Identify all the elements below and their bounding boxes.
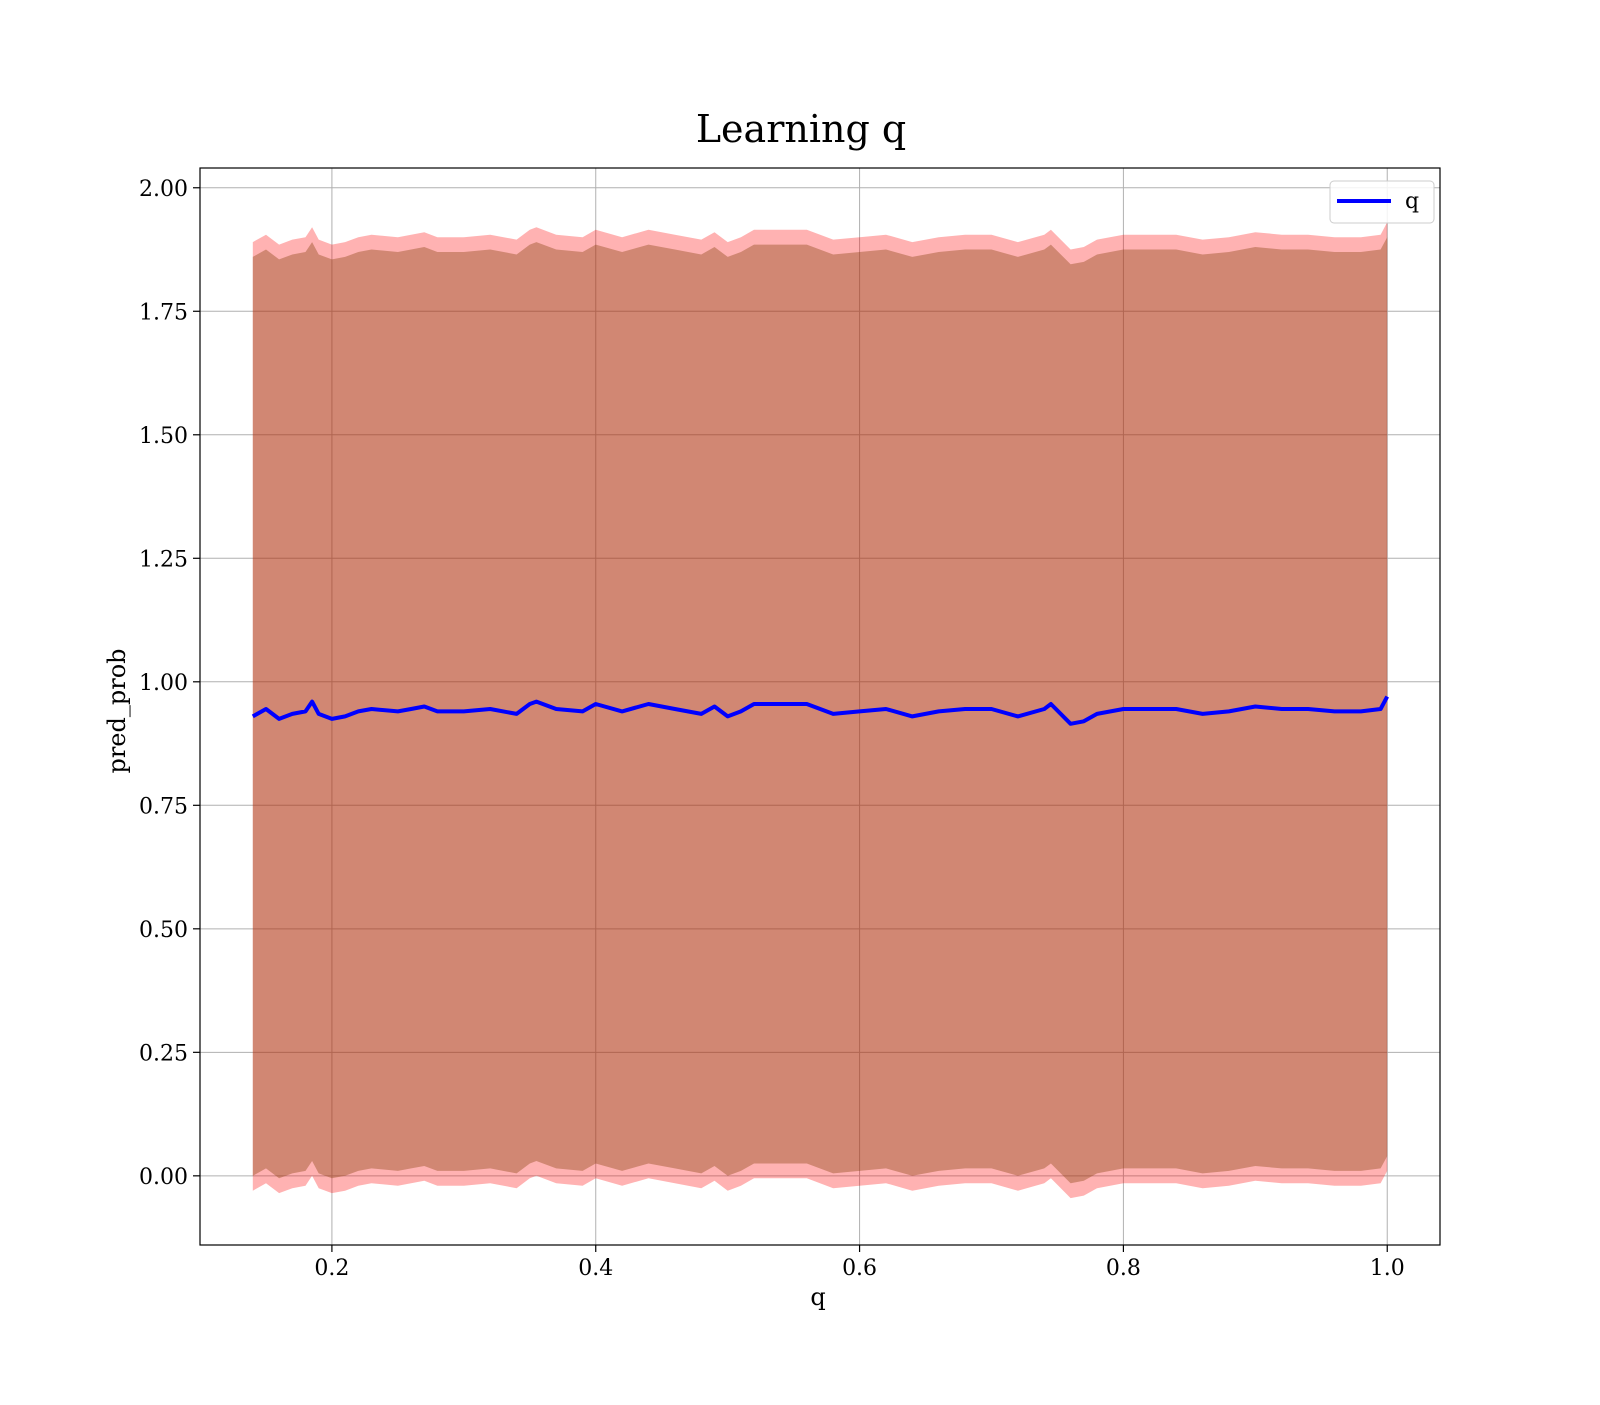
- x-tick-label: 1.0: [1370, 1256, 1405, 1281]
- x-tick-label: 0.6: [842, 1256, 877, 1281]
- series-line-q: [251, 695, 1389, 726]
- x-tick-label: 0.2: [314, 1256, 349, 1281]
- y-tick-label: 0.50: [139, 918, 188, 943]
- legend-label: q: [1405, 189, 1419, 214]
- x-axis-label: q: [810, 1283, 825, 1311]
- y-axis-label: pred_prob: [103, 648, 131, 773]
- y-tick-label: 1.75: [139, 300, 188, 325]
- legend: q: [1329, 180, 1435, 224]
- y-tick-label: 0.75: [139, 794, 188, 819]
- y-tick-label: 2.00: [139, 177, 188, 202]
- y-tick-label: 1.25: [139, 547, 188, 572]
- chart-title: Learning q: [696, 107, 906, 151]
- plot-frame: [199, 167, 1441, 1246]
- x-tick-label: 0.8: [1106, 1256, 1141, 1281]
- x-tick-label: 0.4: [578, 1256, 613, 1281]
- y-tick-label: 1.00: [139, 671, 188, 696]
- y-tick-label: 0.00: [139, 1165, 188, 1190]
- y-tick-label: 0.25: [139, 1041, 188, 1066]
- y-tick-label: 1.50: [139, 424, 188, 449]
